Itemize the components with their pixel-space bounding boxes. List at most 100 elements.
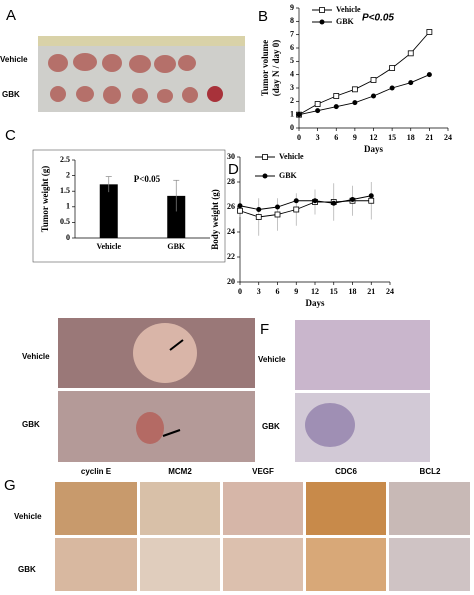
column-label: VEGF <box>252 467 274 476</box>
tumor <box>133 323 197 383</box>
panel-letter: C <box>5 127 16 144</box>
point <box>256 207 262 212</box>
series-line <box>298 74 430 116</box>
row-label: Vehicle <box>14 512 42 521</box>
x-axis-label: Days <box>364 144 383 154</box>
y-tick-label: 9 <box>290 3 294 12</box>
legend-label: Vehicle <box>336 5 361 14</box>
column-label: MCM2 <box>168 467 192 476</box>
point <box>368 193 374 199</box>
x-tick-label: 12 <box>311 287 319 296</box>
arrow <box>169 339 184 351</box>
y-tick-label: 3 <box>290 83 294 92</box>
point <box>333 104 339 110</box>
point <box>408 80 414 86</box>
bar <box>99 184 118 238</box>
y-axis-label: Body weight (g) <box>210 189 220 250</box>
panel-letter: F <box>260 321 269 338</box>
x-tick-label: 3 <box>316 133 320 142</box>
point <box>407 50 414 57</box>
x-tick-label: 21 <box>425 133 433 142</box>
y-tick-label: 6 <box>290 43 294 52</box>
y-tick-label: 0 <box>290 123 294 132</box>
x-tick-label: 21 <box>367 287 375 296</box>
row-label: GBK <box>22 420 40 429</box>
tumors <box>48 53 223 104</box>
point <box>315 108 321 114</box>
row-label: Vehicle <box>0 55 28 64</box>
point <box>350 197 355 202</box>
legend-marker <box>262 173 268 179</box>
annotation: P<0.05 <box>134 174 161 184</box>
point <box>389 85 395 91</box>
point <box>331 200 337 206</box>
point <box>296 112 302 118</box>
row-label: Vehicle <box>22 352 50 361</box>
x-tick-label: GBK <box>167 242 186 251</box>
y-tick-label: 0.5 <box>60 217 70 226</box>
legend-label: GBK <box>336 17 355 26</box>
point <box>275 204 280 210</box>
point <box>255 214 262 220</box>
x-tick-label: 15 <box>388 133 396 142</box>
y-tick-label: 1 <box>66 202 70 211</box>
y-tick-label: 26 <box>227 202 235 211</box>
y-tick-label: 0 <box>66 233 70 242</box>
arrow <box>162 429 181 437</box>
y-tick-label: 24 <box>227 227 235 236</box>
point <box>314 101 321 107</box>
y-tick-label: 8 <box>290 16 294 25</box>
series-line <box>239 195 372 210</box>
y-tick-label: 2 <box>290 96 294 105</box>
tumor <box>136 412 164 444</box>
y-tick-label: 5 <box>290 56 294 65</box>
y-tick-label: 22 <box>227 252 235 261</box>
column-label: BCL2 <box>420 467 441 476</box>
x-tick-label: 0 <box>238 287 242 296</box>
y-tick-label: 30 <box>227 152 235 161</box>
point <box>371 93 376 99</box>
point <box>333 93 340 99</box>
series-line <box>298 31 430 116</box>
legend-label: GBK <box>279 171 298 180</box>
panel-letter: G <box>4 477 16 494</box>
y-axis-label: Tumor weight (g) <box>40 166 50 233</box>
x-tick-label: 18 <box>407 133 415 142</box>
x-tick-label: 24 <box>444 133 452 142</box>
y-axis-label: (day N / day 0) <box>271 40 281 97</box>
photo <box>295 320 430 390</box>
legend-marker <box>319 7 325 13</box>
ihc-grid <box>55 482 470 591</box>
y-tick-label: 28 <box>227 177 235 186</box>
panel-letter: A <box>6 7 16 24</box>
point <box>293 198 299 204</box>
point <box>352 100 358 106</box>
x-tick-label: 12 <box>370 133 378 142</box>
row-label: GBK <box>262 422 280 431</box>
x-tick-label: 15 <box>330 287 338 296</box>
x-tick-label: 0 <box>297 133 301 142</box>
row-label: Vehicle <box>258 355 286 364</box>
x-tick-label: 3 <box>257 287 261 296</box>
y-tick-label: 20 <box>227 277 235 286</box>
panel-letter: B <box>258 8 268 25</box>
x-tick-label: 6 <box>276 287 280 296</box>
panel-letter: D <box>228 161 239 178</box>
x-axis-label: Days <box>305 298 324 308</box>
y-axis-label: Tumor volume <box>260 40 270 96</box>
legend-marker <box>262 154 268 160</box>
y-tick-label: 2 <box>66 170 70 179</box>
x-tick-label: 6 <box>334 133 338 142</box>
y-tick-label: 2.5 <box>60 155 70 164</box>
legend-label: Vehicle <box>279 152 304 161</box>
point <box>370 77 377 83</box>
ruler <box>38 36 245 46</box>
x-tick-label: 9 <box>353 133 357 142</box>
y-tick-label: 1 <box>290 109 294 118</box>
bar <box>167 195 186 238</box>
cells <box>305 403 355 447</box>
row-label: GBK <box>2 90 20 99</box>
point <box>368 197 375 204</box>
point <box>293 206 300 213</box>
series-line <box>239 200 372 218</box>
